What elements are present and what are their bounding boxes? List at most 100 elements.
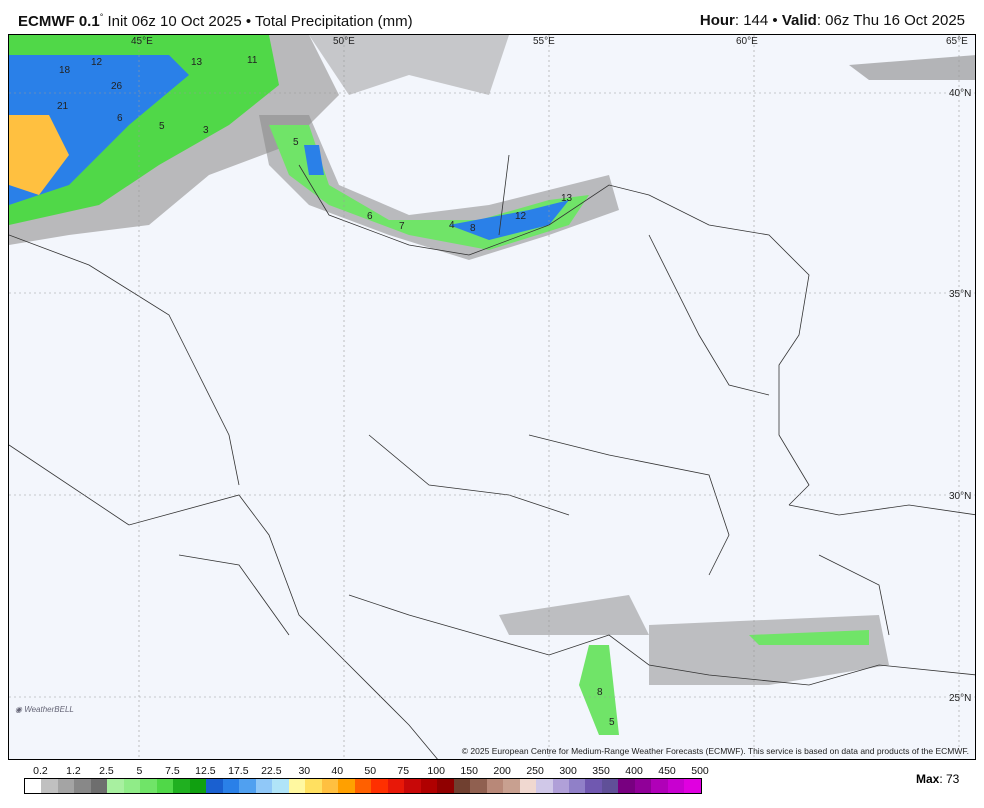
- map-canvas: 45°E 50°E 55°E 60°E 65°E 40°N 35°N 30°N …: [9, 35, 975, 759]
- svg-text:13: 13: [191, 57, 203, 68]
- colorbar-label: 22.5: [261, 765, 282, 777]
- colorbar-swatch: [585, 779, 602, 793]
- lat-label: 40°N: [949, 88, 971, 99]
- max-value: Max: 73: [916, 772, 960, 786]
- svg-text:3: 3: [203, 125, 209, 136]
- colorbar-swatch: [123, 779, 141, 793]
- colorbar-swatch: [288, 779, 306, 793]
- lat-label: 25°N: [949, 693, 971, 704]
- svg-text:8: 8: [470, 223, 476, 234]
- svg-text:8: 8: [597, 687, 603, 698]
- colorbar-label: 7.5: [165, 765, 180, 777]
- colorbar-swatch: [667, 779, 685, 793]
- colorbar-label: 30: [298, 765, 311, 777]
- svg-text:5: 5: [293, 137, 299, 148]
- colorbar-label: 500: [691, 765, 709, 777]
- svg-text:11: 11: [247, 55, 258, 66]
- lon-label: 50°E: [333, 36, 355, 47]
- colorbar-swatch: [206, 779, 223, 793]
- valid-time: Hour: 144 • Valid: 06z Thu 16 Oct 2025: [699, 12, 965, 29]
- lon-label: 60°E: [736, 36, 758, 47]
- copyright: © 2025 European Centre for Medium-Range …: [461, 746, 969, 756]
- svg-text:4: 4: [449, 220, 455, 231]
- colorbar-label: 400: [625, 765, 643, 777]
- colorbar-swatch: [634, 779, 652, 793]
- colorbar-swatch: [503, 779, 520, 793]
- colorbar-label: 150: [460, 765, 478, 777]
- colorbar-label: 17.5: [228, 765, 249, 777]
- colorbar-swatch: [90, 779, 108, 793]
- colorbar-swatch: [453, 779, 471, 793]
- colorbar-swatch: [470, 779, 487, 793]
- svg-text:21: 21: [57, 101, 69, 112]
- colorbar-swatch: [371, 779, 388, 793]
- colorbar-swatch: [552, 779, 569, 793]
- colorbar-swatch: [305, 779, 322, 793]
- colorbar-swatch: [25, 779, 42, 793]
- lon-label: 65°E: [946, 36, 968, 47]
- colorbar-swatch: [486, 779, 504, 793]
- colorbar-swatch: [420, 779, 438, 793]
- title: ECMWF 0.1° Init 06z 10 Oct 2025 • Total …: [18, 12, 413, 30]
- colorbar-swatch: [173, 779, 190, 793]
- precipitation-map: 45°E 50°E 55°E 60°E 65°E 40°N 35°N 30°N …: [8, 34, 976, 760]
- lat-label: 30°N: [949, 491, 971, 502]
- colorbar-label: 250: [526, 765, 544, 777]
- colorbar-label: 1.2: [66, 765, 81, 777]
- colorbar-label: 100: [427, 765, 445, 777]
- colorbar-label: 40: [331, 765, 344, 777]
- svg-text:12: 12: [515, 211, 527, 222]
- colorbar-swatch: [519, 779, 537, 793]
- precip-shading: [9, 35, 975, 735]
- svg-text:7: 7: [399, 221, 405, 232]
- colorbar-swatch: [255, 779, 273, 793]
- colorbar-label: 5: [136, 765, 143, 777]
- colorbar-swatch: [57, 779, 75, 793]
- colorbar-label: 2.5: [99, 765, 114, 777]
- svg-text:5: 5: [609, 717, 615, 728]
- lat-label: 35°N: [949, 289, 971, 300]
- colorbar-swatch: [41, 779, 58, 793]
- colorbar-swatch: [272, 779, 289, 793]
- colorbar: [24, 778, 702, 794]
- colorbar-label: 12.5: [195, 765, 216, 777]
- colorbar-swatch: [651, 779, 668, 793]
- colorbar-label: 300: [559, 765, 577, 777]
- colorbar-swatch: [107, 779, 124, 793]
- colorbar-swatch: [618, 779, 635, 793]
- colorbar-swatch: [189, 779, 207, 793]
- colorbar-swatch: [404, 779, 421, 793]
- svg-text:12: 12: [91, 57, 103, 68]
- colorbar-swatch: [74, 779, 91, 793]
- lon-label: 55°E: [533, 36, 555, 47]
- colorbar-label: 75: [397, 765, 410, 777]
- svg-text:18: 18: [59, 65, 71, 76]
- colorbar-label: 350: [592, 765, 610, 777]
- contour-labels: 18 12 26 21 6 5 3 13 11 5 6 7 4 8 12 13 …: [57, 55, 615, 728]
- colorbar-swatch: [536, 779, 553, 793]
- colorbar-swatch: [156, 779, 174, 793]
- colorbar-swatch: [568, 779, 586, 793]
- svg-text:13: 13: [561, 193, 573, 204]
- colorbar-swatch: [437, 779, 454, 793]
- colorbar-swatch: [140, 779, 157, 793]
- graticule: [9, 35, 975, 759]
- colorbar-swatch: [338, 779, 355, 793]
- weatherbell-logo: ◉ WeatherBELL: [15, 705, 74, 714]
- colorbar-label: 200: [493, 765, 511, 777]
- colorbar-label: 50: [364, 765, 377, 777]
- colorbar-swatch: [239, 779, 256, 793]
- lon-label: 45°E: [131, 36, 153, 47]
- colorbar-label: 450: [658, 765, 676, 777]
- colorbar-labels: 0.2 1.2 2.5 5 7.5 12.5 17.5 22.5 30 40 50 75 100 150 2…: [24, 765, 709, 777]
- svg-text:6: 6: [367, 211, 373, 222]
- colorbar-swatch: [387, 779, 405, 793]
- borders: [9, 154, 975, 759]
- colorbar-swatch: [601, 779, 619, 793]
- colorbar-swatch: [222, 779, 240, 793]
- colorbar-swatch: [354, 779, 372, 793]
- svg-text:6: 6: [117, 113, 123, 124]
- colorbar-swatch: [684, 779, 701, 793]
- svg-text:5: 5: [159, 121, 165, 132]
- colorbar-swatch: [321, 779, 339, 793]
